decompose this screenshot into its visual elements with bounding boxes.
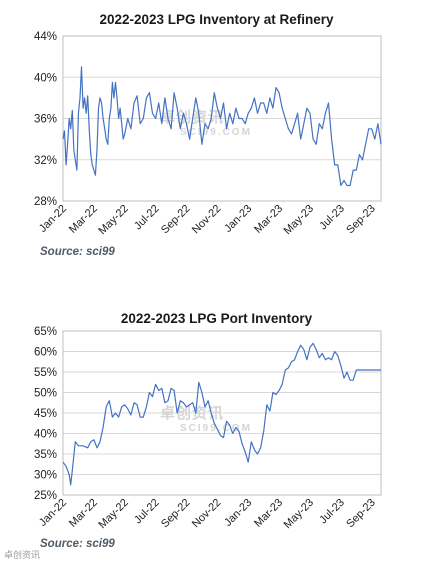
x-tick-label: Sep-22 <box>159 497 193 531</box>
plot-frame <box>62 330 382 496</box>
x-tick-label: Nov-22 <box>190 203 224 237</box>
plot-frame <box>62 35 382 202</box>
x-tick-label: Nov-22 <box>190 497 224 531</box>
x-tick-label: Jul-23 <box>317 203 347 233</box>
source-note: Source: sci99 <box>40 246 115 258</box>
chart-title: 2022-2023 LPG Inventory at Refinery <box>99 12 334 27</box>
x-tick-label: Mar-23 <box>252 203 285 236</box>
x-tick-label: May-22 <box>96 203 130 237</box>
series-line <box>62 66 382 187</box>
x-tick-label: Jan-23 <box>222 497 254 529</box>
source-note: Source: sci99 <box>40 538 115 550</box>
refinery-inventory-chart: 2022-2023 LPG Inventory at Refinery 卓创资讯… <box>0 0 433 280</box>
y-tick-label: 36% <box>34 114 57 126</box>
y-tick-label: 44% <box>34 31 57 43</box>
x-tick-label: Jul-22 <box>132 203 162 233</box>
y-tick-label: 40% <box>34 429 57 441</box>
x-tick-label: May-23 <box>282 497 316 531</box>
x-tick-label: Jul-23 <box>317 497 347 527</box>
port-inventory-chart: 2022-2023 LPG Port Inventory 卓创资讯 SCI99.… <box>0 300 433 566</box>
watermark-logo: 卓创资讯 SCI99.COM <box>160 106 252 138</box>
y-tick-label: 45% <box>34 408 57 420</box>
y-tick-label: 65% <box>34 326 57 338</box>
watermark-text-en: SCI99.COM <box>180 127 252 138</box>
x-tick-label: Mar-22 <box>67 497 100 530</box>
y-tick-label: 28% <box>34 196 57 208</box>
x-tick-label: Mar-22 <box>67 203 100 236</box>
y-tick-label: 35% <box>34 449 57 461</box>
y-tick-label: 50% <box>34 388 57 400</box>
y-tick-label: 55% <box>34 367 57 379</box>
x-tick-label: May-23 <box>282 203 316 237</box>
x-tick-label: Mar-23 <box>252 497 285 530</box>
y-tick-label: 40% <box>34 72 57 84</box>
watermark-text: 卓创资讯 <box>160 109 225 126</box>
y-tick-label: 30% <box>34 470 57 482</box>
watermark-text-en: SCI99.COM <box>180 423 252 434</box>
x-tick-label: Sep-22 <box>159 203 193 237</box>
y-tick-label: 25% <box>34 490 57 502</box>
chart-title: 2022-2023 LPG Port Inventory <box>120 311 313 326</box>
x-tick-label: May-22 <box>96 497 130 531</box>
chart-plot: 65%60%55%50%45%40%35%30%25%Jan-22Mar-22M… <box>34 326 382 531</box>
x-tick-label: Jan-23 <box>222 203 254 235</box>
corner-logo: 卓创资讯 <box>4 550 41 560</box>
y-tick-label: 32% <box>34 155 57 167</box>
y-tick-label: 60% <box>34 347 57 359</box>
x-tick-label: Sep-23 <box>344 497 378 531</box>
x-tick-label: Sep-23 <box>344 203 378 237</box>
x-tick-label: Jul-22 <box>132 497 162 527</box>
series-line <box>62 342 381 486</box>
